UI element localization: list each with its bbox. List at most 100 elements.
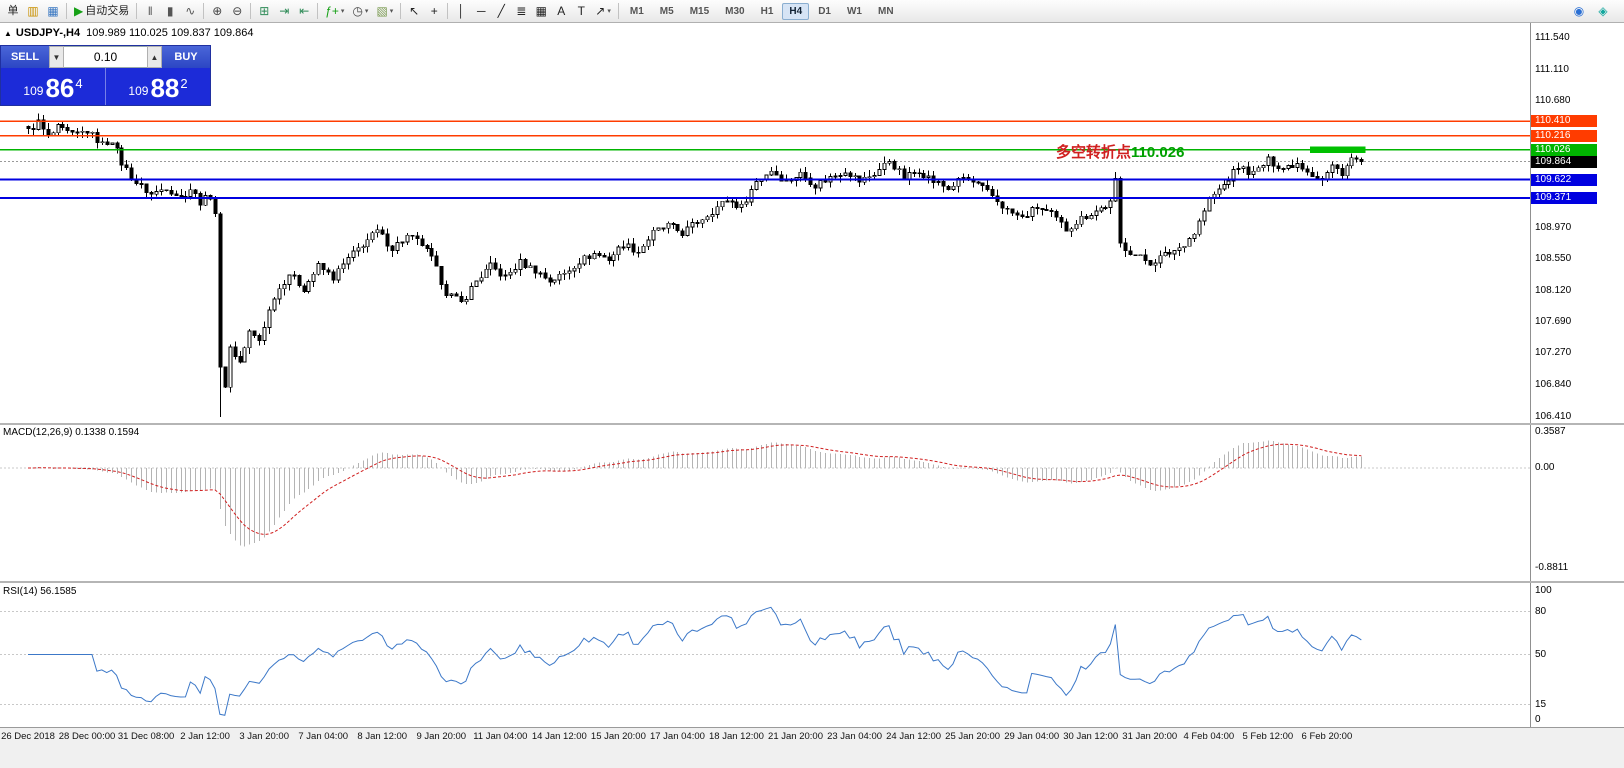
volume-decrease-button[interactable]: ▼ (49, 46, 64, 68)
timeframe-h1-button[interactable]: H1 (760, 5, 774, 17)
candle-body (247, 330, 252, 349)
candle-body (1281, 168, 1286, 170)
candle-body (1064, 221, 1069, 232)
candle-body (1354, 157, 1359, 160)
channel-tool[interactable]: ▦ (531, 2, 551, 21)
candle-body (666, 222, 671, 229)
candle-body (572, 267, 577, 272)
periods-button[interactable]: ◷ ▾ (348, 2, 372, 21)
arrows-tool[interactable]: ↗ ▾ (591, 2, 615, 21)
candle-body (351, 250, 356, 258)
candle-body (980, 182, 985, 186)
cursor-icon[interactable]: ↖ (404, 2, 424, 21)
candle-body (262, 327, 267, 341)
time-axis[interactable] (0, 727, 1624, 768)
profiles-icon[interactable]: ▦ (43, 2, 63, 21)
line-chart-icon[interactable]: ∿ (180, 2, 200, 21)
zoom-in-icon[interactable]: ⊕ (207, 2, 227, 21)
price-axis[interactable] (1531, 23, 1624, 727)
candle-body (1167, 252, 1172, 255)
timeframe-m1-button[interactable]: M1 (629, 5, 644, 17)
text-tool[interactable]: A (551, 2, 571, 21)
dropdown-caret-icon: ▾ (607, 7, 611, 15)
charts-icon[interactable]: ▥ (23, 2, 43, 21)
auto-scroll-icon[interactable]: ⇥ (274, 2, 294, 21)
turning-point-annotation[interactable]: 多空转折点110.026 (1056, 141, 1184, 162)
candle-body (1315, 175, 1320, 179)
timeframe-m30-button[interactable]: M30 (725, 5, 745, 17)
candle-body (897, 168, 902, 171)
candle-body (316, 263, 321, 275)
fibonacci-tool[interactable]: ≣ (511, 2, 531, 21)
candle-body (779, 174, 784, 182)
candle-body (174, 193, 179, 196)
timeframe-m5-button[interactable]: M5 (659, 5, 674, 17)
label-tool[interactable]: T (571, 2, 591, 21)
candle-body (616, 246, 621, 256)
label-tool-glyph: T (577, 4, 585, 18)
candle-body (1182, 245, 1187, 249)
trendline-tool-glyph: ╱ (497, 4, 505, 18)
candle-body (907, 172, 912, 180)
candle-body (695, 222, 700, 224)
templates-button[interactable]: ▧ ▾ (372, 2, 397, 21)
periods-glyph: ◷ (352, 4, 363, 18)
community-icon[interactable]: ◉ (1573, 4, 1585, 18)
candle-body (1089, 215, 1094, 220)
candle-body (395, 242, 400, 251)
candle-body (1345, 165, 1350, 177)
chart-shift-icon[interactable]: ⇤ (294, 2, 314, 21)
toolbar-separator (317, 3, 319, 19)
timeframe-m15-button[interactable]: M15 (689, 5, 710, 17)
candle-body (636, 251, 641, 254)
timeframe-h4-button[interactable]: H4 (782, 2, 810, 20)
crosshair-icon[interactable]: + (424, 2, 444, 21)
chart-shift-icon-glyph: ⇤ (299, 4, 310, 18)
candle-body (1359, 158, 1364, 163)
zoom-out-icon[interactable]: ⊖ (227, 2, 247, 21)
panel-separator-rsi[interactable] (0, 581, 1624, 583)
buy-button[interactable]: BUY (162, 46, 210, 68)
candle-body (838, 175, 843, 177)
volume-input[interactable]: 0.10 (64, 46, 147, 68)
macd-signal-line (28, 443, 1362, 536)
horizontal-line-tool[interactable]: ─ (471, 2, 491, 21)
profiles-icon-glyph: ▦ (47, 4, 59, 18)
bar-chart-icon[interactable]: ‖ (140, 2, 160, 21)
fibonacci-tool-glyph: ≣ (516, 4, 527, 18)
candle-body (115, 142, 120, 149)
timeframe-d1-button[interactable]: D1 (818, 5, 831, 17)
new-order-button[interactable]: 单 (3, 2, 23, 21)
volume-increase-button[interactable]: ▲ (147, 46, 162, 68)
timeframe-w1-button[interactable]: W1 (846, 5, 862, 17)
turning-point-highlight-bar[interactable] (1310, 146, 1366, 153)
vertical-line-tool[interactable]: │ (451, 2, 471, 21)
candle-body (680, 230, 685, 236)
candle-body (331, 271, 336, 281)
candle-body (124, 164, 129, 169)
candlestick-chart-icon[interactable]: ▮ (160, 2, 180, 21)
ask-price-button[interactable]: 109 88 2 (106, 68, 210, 105)
timeframe-mn-button[interactable]: MN (877, 5, 894, 17)
trendline-tool[interactable]: ╱ (491, 2, 511, 21)
panel-separator-macd[interactable] (0, 423, 1624, 425)
tile-windows-icon[interactable]: ⊞ (254, 2, 274, 21)
candle-body (336, 268, 341, 281)
search-icon[interactable]: ◈ (1598, 4, 1608, 18)
candle-body (538, 272, 543, 275)
candle-body (921, 173, 926, 178)
one-click-collapse-icon[interactable]: ▲ (4, 29, 12, 38)
candle-body (105, 141, 110, 145)
bid-price-button[interactable]: 109 86 4 (1, 68, 105, 105)
autotrading-button[interactable]: ▶ 自动交易 (70, 2, 133, 21)
candle-body (956, 177, 961, 187)
candle-body (228, 346, 233, 388)
candle-body (798, 171, 803, 179)
candle-body (1020, 214, 1025, 217)
indicators-button[interactable]: ƒ+ ▾ (321, 2, 348, 21)
sell-button[interactable]: SELL (1, 46, 49, 68)
candle-body (1217, 188, 1222, 195)
candle-body (912, 172, 917, 174)
